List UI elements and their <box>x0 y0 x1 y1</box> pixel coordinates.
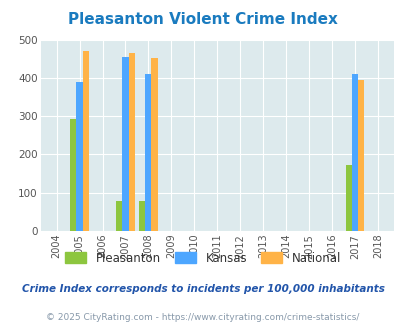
Bar <box>357 80 363 231</box>
Bar <box>116 201 122 231</box>
Bar <box>345 165 351 231</box>
Bar <box>139 201 145 231</box>
Legend: Pleasanton, Kansas, National: Pleasanton, Kansas, National <box>60 247 345 269</box>
Bar <box>151 58 157 231</box>
Text: Crime Index corresponds to incidents per 100,000 inhabitants: Crime Index corresponds to incidents per… <box>21 284 384 294</box>
Bar <box>122 57 128 231</box>
Text: © 2025 CityRating.com - https://www.cityrating.com/crime-statistics/: © 2025 CityRating.com - https://www.city… <box>46 313 359 322</box>
Bar <box>76 82 83 231</box>
Bar <box>351 74 357 231</box>
Bar <box>128 53 134 231</box>
Bar <box>145 74 151 231</box>
Bar <box>83 51 89 231</box>
Text: Pleasanton Violent Crime Index: Pleasanton Violent Crime Index <box>68 12 337 26</box>
Bar <box>70 119 76 231</box>
